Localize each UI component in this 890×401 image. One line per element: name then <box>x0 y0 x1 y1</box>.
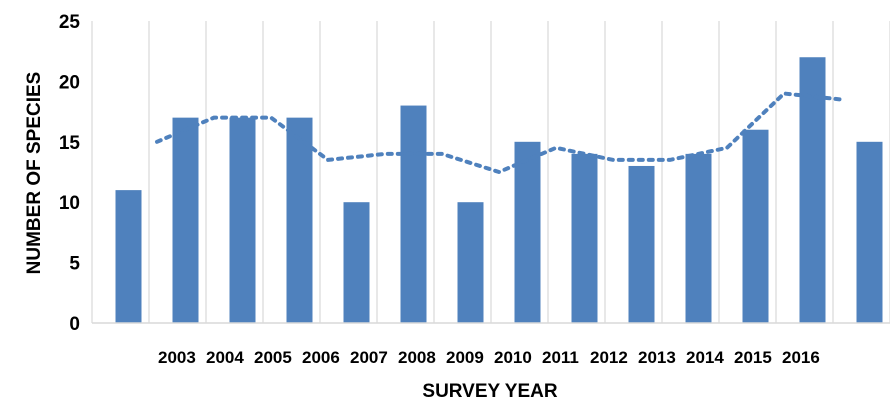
y-tick-label: 20 <box>59 72 80 93</box>
x-tick-label: 2004 <box>206 348 244 367</box>
bar <box>685 153 712 323</box>
bar <box>799 57 826 324</box>
x-tick-label: 2016 <box>782 348 820 367</box>
bar <box>400 105 427 323</box>
bar <box>343 202 370 323</box>
x-tick-label: 2003 <box>158 348 196 367</box>
x-tick-label: 2006 <box>302 348 340 367</box>
trend-line <box>155 91 843 175</box>
x-tick-label: 2014 <box>686 348 724 367</box>
x-axis-ticks: 2003 2004 2005 2006 2007 2008 2009 2010 2011 2012… <box>158 348 820 367</box>
y-tick-label: 10 <box>59 193 80 214</box>
x-tick-label: 2007 <box>350 348 388 367</box>
y-tick-label: 0 <box>69 314 80 335</box>
bar <box>115 190 142 323</box>
x-tick-label: 2008 <box>398 348 436 367</box>
bar <box>856 141 883 323</box>
y-tick-label: 15 <box>59 133 81 154</box>
bar <box>628 165 655 323</box>
x-tick-label: 2015 <box>734 348 772 367</box>
bar <box>514 141 541 323</box>
bar <box>229 117 256 323</box>
bar <box>286 117 313 323</box>
x-tick-label: 2010 <box>494 348 532 367</box>
bar-series <box>115 57 883 324</box>
y-axis-title: NUMBER OF SPECIES <box>24 72 45 275</box>
x-tick-label: 2011 <box>542 348 579 367</box>
bar <box>571 153 598 323</box>
x-tick-label: 2012 <box>590 348 628 367</box>
x-tick-label: 2013 <box>638 348 676 367</box>
bar <box>742 129 769 323</box>
y-axis-ticks: 0 5 10 15 20 25 <box>59 12 81 335</box>
grid-lines <box>91 21 890 323</box>
bar <box>172 117 199 323</box>
y-tick-label: 25 <box>59 12 81 33</box>
bar <box>457 202 484 323</box>
y-tick-label: 5 <box>69 254 80 275</box>
x-tick-label: 2005 <box>254 348 292 367</box>
x-tick-label: 2009 <box>446 348 484 367</box>
x-axis-title: SURVEY YEAR <box>422 381 557 401</box>
